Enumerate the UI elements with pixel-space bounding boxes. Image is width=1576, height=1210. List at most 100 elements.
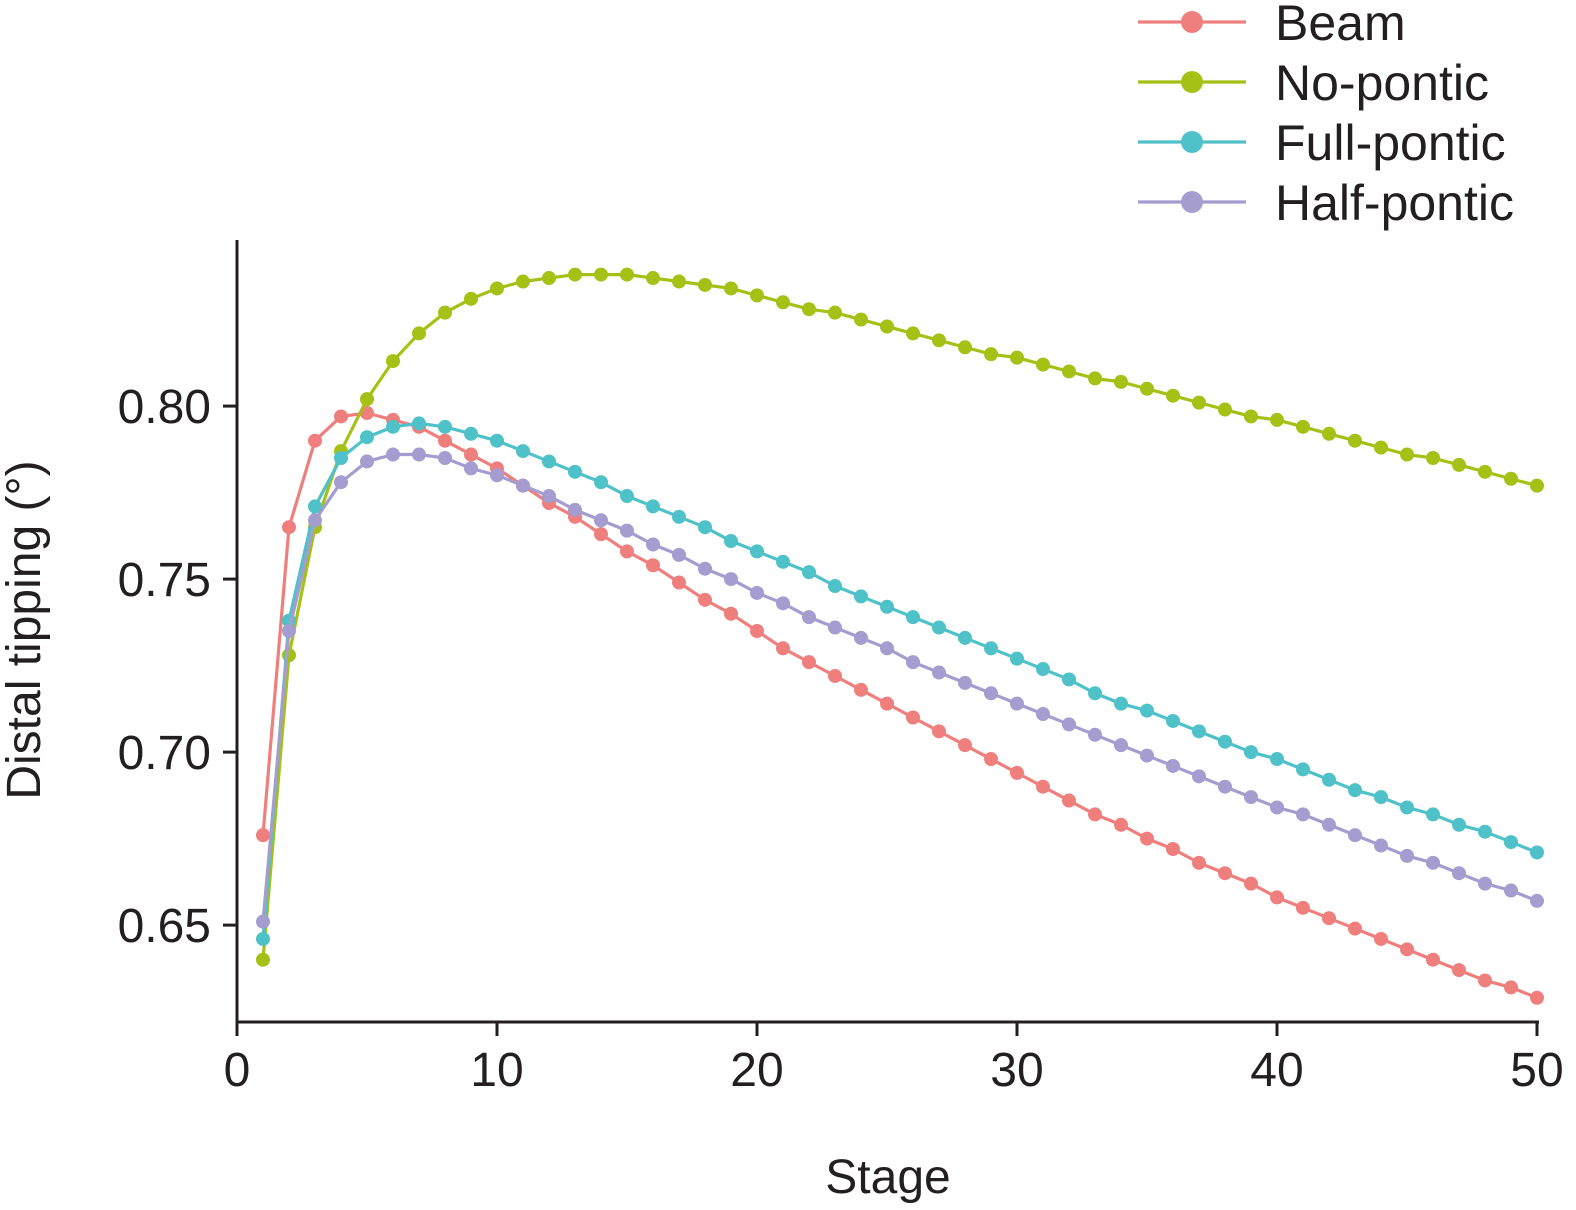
data-point-no-pontic [1192,395,1206,410]
x-tick-label: 10 [470,1044,523,1097]
data-point-beam [672,575,686,590]
legend-item-no-pontic: No-pontic [1138,55,1489,111]
data-point-half-pontic [1218,779,1232,794]
data-point-full-pontic [906,610,920,625]
legend-label: Full-pontic [1275,115,1506,171]
x-tick-label: 50 [1510,1044,1563,1097]
data-point-beam [464,447,478,462]
data-point-half-pontic [1036,707,1050,722]
data-point-no-pontic [1036,357,1050,372]
data-point-half-pontic [1426,855,1440,870]
series-beam [256,406,1544,1005]
legend-label: Half-pontic [1275,175,1514,231]
data-point-half-pontic [1504,883,1518,898]
data-point-no-pontic [698,277,712,292]
data-point-no-pontic [1530,478,1544,493]
data-point-no-pontic [906,326,920,341]
y-tick-label: 0.70 [118,727,211,780]
series-half-pontic [256,447,1544,929]
data-point-beam [1010,765,1024,780]
data-point-half-pontic [698,561,712,576]
series-no-pontic [256,267,1544,967]
data-point-beam [1426,952,1440,967]
data-point-beam [1478,973,1492,988]
data-point-full-pontic [1452,817,1466,832]
data-point-no-pontic [932,333,946,348]
data-point-half-pontic [360,454,374,469]
data-point-beam [1374,931,1388,946]
data-point-beam [1452,963,1466,978]
x-axis-ticks: 0 10 20 30 40 50 [224,1022,1564,1097]
data-point-full-pontic [1270,752,1284,767]
data-point-full-pontic [490,433,504,448]
data-point-no-pontic [854,312,868,327]
data-point-no-pontic [594,267,608,282]
data-point-half-pontic [828,620,842,635]
data-point-no-pontic [1426,450,1440,465]
data-point-no-pontic [1010,350,1024,365]
data-point-beam [1504,980,1518,995]
data-point-beam [1296,900,1310,915]
data-point-full-pontic [1400,800,1414,815]
data-point-no-pontic [828,305,842,320]
data-point-no-pontic [1140,381,1154,396]
data-point-full-pontic [646,499,660,514]
y-axis-title: Distal tipping (°) [0,460,51,799]
data-point-no-pontic [386,354,400,369]
data-point-beam [1530,990,1544,1005]
data-point-beam [1348,921,1362,936]
data-point-no-pontic [1218,402,1232,417]
data-point-half-pontic [1374,838,1388,853]
data-point-no-pontic [1062,364,1076,379]
data-point-full-pontic [594,475,608,490]
data-point-half-pontic [542,489,556,504]
data-point-half-pontic [464,461,478,476]
data-point-beam [802,655,816,670]
data-point-full-pontic [438,419,452,434]
data-point-full-pontic [1244,745,1258,760]
data-point-full-pontic [1530,845,1544,860]
data-point-no-pontic [1296,419,1310,434]
data-point-full-pontic [932,620,946,635]
data-point-beam [698,592,712,607]
legend-marker [1181,71,1203,93]
data-point-half-pontic [438,450,452,465]
data-point-half-pontic [1452,866,1466,881]
data-point-half-pontic [776,596,790,611]
data-point-beam [906,710,920,725]
data-point-beam [880,696,894,711]
legend-item-beam: Beam [1138,0,1406,51]
legend-label: Beam [1275,0,1406,51]
data-point-no-pontic [1504,471,1518,486]
data-point-full-pontic [568,464,582,479]
data-point-half-pontic [516,478,530,493]
data-point-full-pontic [698,520,712,535]
data-point-beam [1400,942,1414,957]
data-point-beam [1036,779,1050,794]
data-point-half-pontic [412,447,426,462]
data-point-full-pontic [1426,807,1440,822]
data-point-no-pontic [1244,409,1258,424]
x-axis-title: Stage [825,1151,950,1204]
legend-marker [1181,11,1203,33]
data-point-beam [1062,793,1076,808]
data-point-beam [620,544,634,559]
data-point-half-pontic [1088,727,1102,742]
data-point-full-pontic [1478,824,1492,839]
data-point-full-pontic [750,544,764,559]
data-point-half-pontic [1062,717,1076,732]
data-point-half-pontic [906,655,920,670]
data-point-half-pontic [1322,817,1336,832]
data-point-full-pontic [1036,662,1050,677]
data-point-full-pontic [854,589,868,604]
data-point-full-pontic [802,565,816,580]
data-point-no-pontic [490,281,504,296]
series-line-no-pontic [261,273,1538,960]
data-point-no-pontic [776,295,790,310]
x-tick-label: 0 [224,1044,251,1097]
legend-item-full-pontic: Full-pontic [1138,115,1506,171]
data-point-beam [1192,855,1206,870]
data-point-no-pontic [802,302,816,317]
data-point-beam [646,558,660,573]
